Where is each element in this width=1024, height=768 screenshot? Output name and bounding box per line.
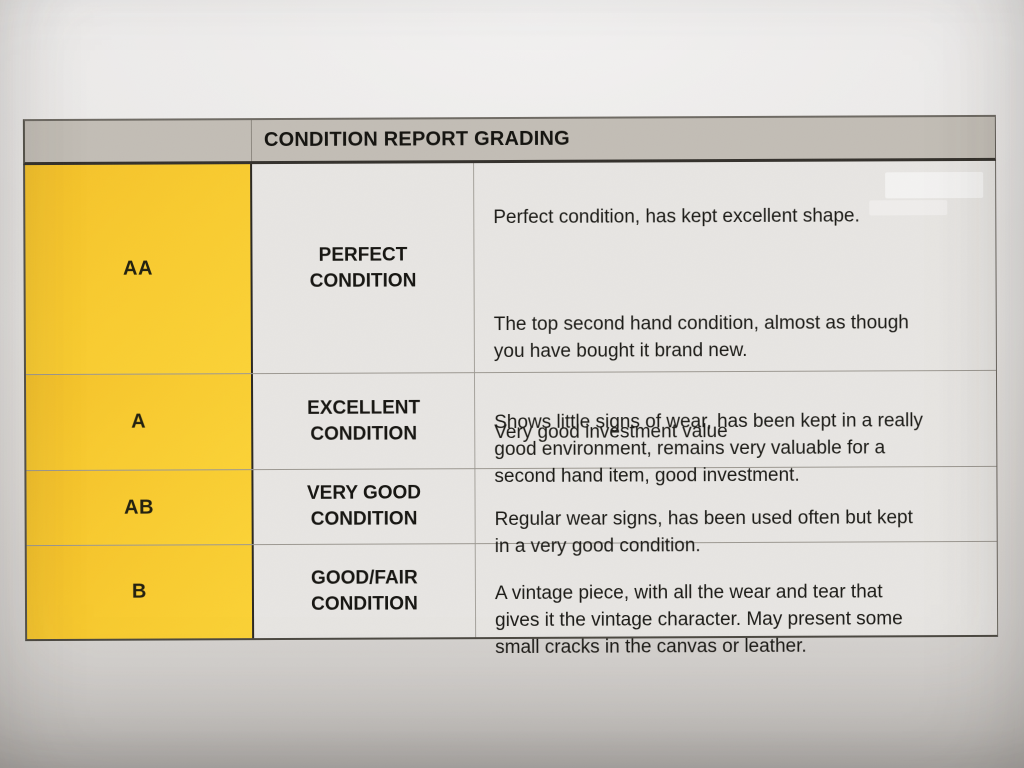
- grade-cell: AA: [25, 164, 253, 375]
- grade-cell: B: [26, 545, 255, 640]
- header-spacer-cell: [24, 120, 253, 163]
- description-paragraph: A vintage piece, with all the wear and t…: [494, 581, 903, 659]
- condition-label-cell: EXCELLENT CONDITION: [252, 373, 476, 470]
- whiteout-correction-patch: [885, 171, 984, 199]
- description-cell: Regular wear signs, has been used often …: [475, 467, 996, 557]
- condition-label-cell: VERY GOOD CONDITION: [253, 469, 476, 545]
- condition-label-cell: PERFECT CONDITION: [252, 163, 475, 374]
- table-row: B GOOD/FAIR CONDITION A vintage piece, w…: [26, 540, 998, 658]
- condition-grading-table: CONDITION REPORT GRADING AA PERFECT COND…: [22, 114, 999, 658]
- table-title: CONDITION REPORT GRADING: [263, 127, 570, 152]
- grade-cell: AB: [26, 470, 254, 546]
- grade-cell: A: [25, 374, 254, 471]
- table-row: A EXCELLENT CONDITION Shows little signs…: [25, 369, 997, 487]
- description-paragraph: The top second hand condition, almost as…: [493, 312, 909, 363]
- table-header-row: CONDITION REPORT GRADING: [22, 114, 997, 166]
- whiteout-correction-patch: [869, 200, 948, 216]
- condition-label-cell: GOOD/FAIR CONDITION: [253, 544, 477, 639]
- table-row: AA PERFECT CONDITION Perfect condition, …: [25, 161, 996, 443]
- table-row: AB VERY GOOD CONDITION Regular wear sign…: [26, 465, 997, 557]
- table-body: AA PERFECT CONDITION Perfect condition, …: [23, 160, 999, 658]
- description-cell: A vintage piece, with all the wear and t…: [476, 542, 997, 658]
- description-cell: Shows little signs of wear, has been kep…: [475, 371, 996, 487]
